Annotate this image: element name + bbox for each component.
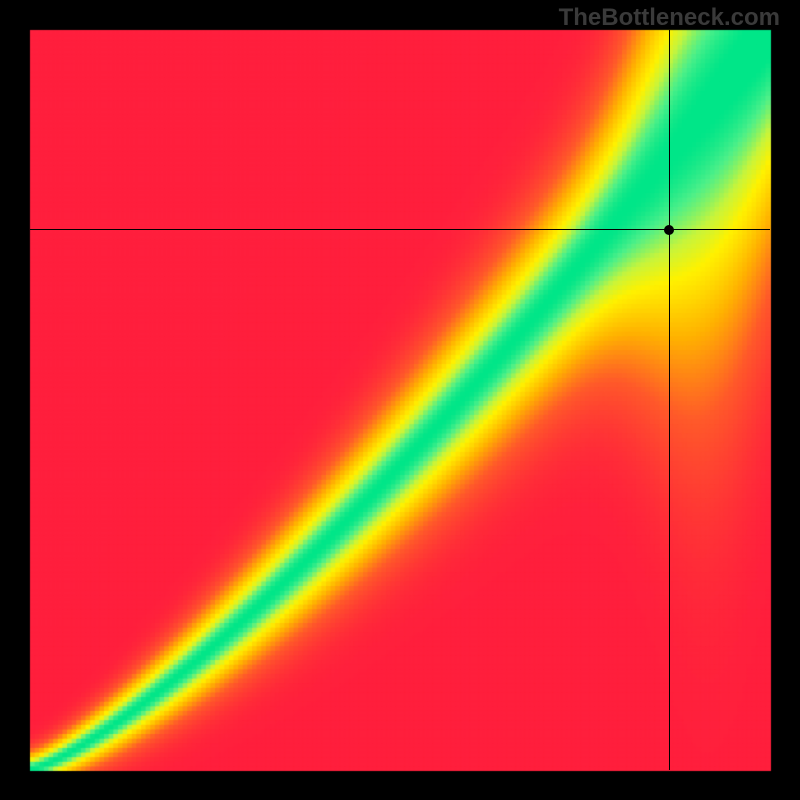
bottleneck-heatmap <box>0 0 800 800</box>
crosshair-vertical <box>669 30 670 770</box>
chart-container: TheBottleneck.com <box>0 0 800 800</box>
crosshair-horizontal <box>30 229 770 230</box>
watermark-text: TheBottleneck.com <box>559 4 780 32</box>
